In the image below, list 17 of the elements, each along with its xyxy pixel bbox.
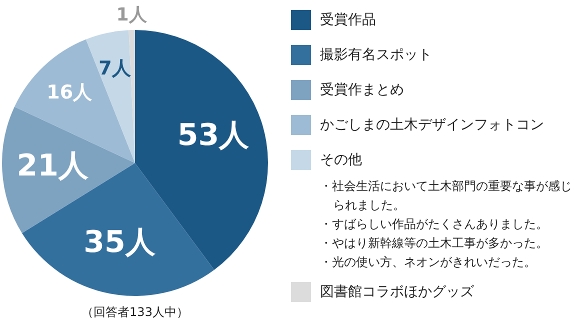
legend-label: 受賞作まとめ	[320, 80, 404, 98]
data-label: 53人	[177, 118, 250, 153]
text: ・すばらしい作品がたくさんありました。	[320, 216, 549, 233]
legend-label: その他	[320, 150, 362, 168]
legend-label: 図書館コラボほかグッズ	[320, 282, 474, 300]
data-label: 35人	[84, 224, 156, 260]
data-label: 21人	[16, 148, 90, 184]
data-label: 1人	[116, 4, 148, 26]
text: （回答者133人中）	[80, 304, 190, 321]
data-label: 16人	[46, 81, 94, 104]
text: ・社会生活において土木部門の重要な事が感じられました。	[320, 178, 573, 214]
data-label: 7人	[98, 57, 132, 80]
legend-label: 受賞作品	[320, 10, 376, 28]
legend-label: 撮影有名スポット	[320, 46, 432, 64]
text: ・光の使い方、ネオンがきれいだった。	[320, 254, 537, 271]
text: ・やはり新幹線等の土木工事が多かった。	[320, 235, 549, 252]
legend-label: かごしまの土木デザインフォトコン	[320, 116, 544, 134]
